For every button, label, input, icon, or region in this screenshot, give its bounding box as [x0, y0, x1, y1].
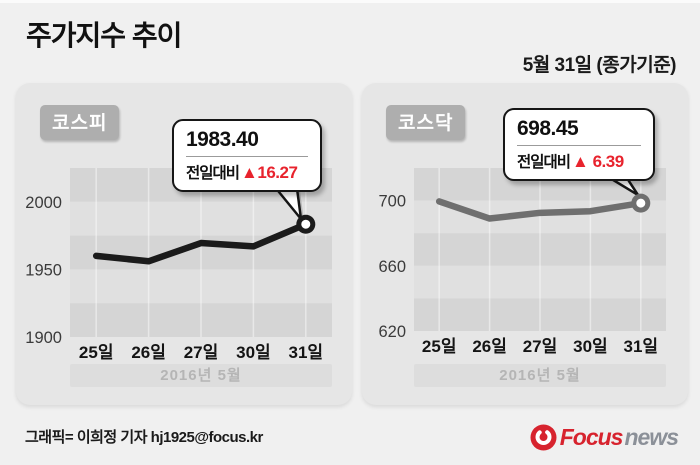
- kosdaq-panel: 700 660 620 25일 26일 27일 30일 31일 코스닥 698.45 전일대비…: [362, 83, 688, 405]
- kospi-panel: 2000 1950 1900 25일 26일 27일 30일 31일 코스피 1983.40 …: [16, 83, 352, 405]
- x-tick-label: 25일: [422, 337, 457, 356]
- x-tick-label: 26일: [472, 337, 507, 356]
- kospi-badge: 코스피: [40, 105, 120, 140]
- kospi-month-label: 2016년 5월: [70, 364, 332, 387]
- kospi-close-value: 1983.40: [186, 128, 259, 151]
- x-tick-label: 30일: [236, 343, 271, 362]
- grid-band: [70, 269, 332, 304]
- callout-divider: [186, 156, 308, 158]
- index-line: [92, 220, 310, 265]
- kosdaq-close-value: 698.45: [517, 117, 579, 140]
- kosdaq-callout: 698.45 전일대비 ▲ 6.39: [503, 108, 655, 182]
- x-tick-label: 31일: [624, 337, 659, 356]
- focus-news-logo: Focus news: [530, 423, 679, 451]
- change-prefix-label: 전일대비: [517, 154, 571, 172]
- x-tick-label: 27일: [184, 343, 219, 362]
- x-tick-label: 25일: [79, 343, 114, 362]
- kosdaq-chart-svg: 700 660 620 25일 26일 27일 30일 31일: [378, 167, 666, 356]
- y-tick-label: 1950: [25, 261, 62, 279]
- logo-suffix-text: news: [624, 423, 679, 450]
- kosdaq-change-value: ▲ 6.39: [572, 152, 624, 172]
- kospi-chart-svg: 2000 1950 1900 25일 26일 27일 30일 31일: [25, 168, 332, 362]
- credit-line: 그래픽= 이희정 기자 hj1925@focus.kr: [25, 429, 263, 446]
- logo-brand-text: Focus: [559, 423, 624, 450]
- y-tick-label: 700: [378, 193, 406, 211]
- page-title: 주가지수 추이: [26, 20, 182, 51]
- kospi-change-value: ▲16.27: [241, 163, 298, 183]
- kospi-callout: 1983.40 전일대비 ▲16.27: [172, 119, 322, 193]
- y-tick-label: 2000: [25, 194, 62, 212]
- y-tick-label: 1900: [25, 329, 62, 347]
- y-tick-label: 660: [378, 258, 406, 276]
- date-note: 5월 31일 (종가기준): [522, 55, 677, 76]
- index-line: [435, 198, 645, 222]
- grid-band: [70, 303, 332, 337]
- grid-band: [414, 233, 666, 266]
- callout-divider: [517, 145, 641, 147]
- change-prefix-label: 전일대비: [186, 165, 240, 183]
- focus-swirl-icon: [530, 424, 557, 450]
- x-tick-label: 30일: [573, 337, 608, 356]
- grid-band: [414, 298, 666, 331]
- x-tick-label: 31일: [289, 343, 324, 362]
- grid-band: [414, 265, 666, 299]
- x-tick-label: 26일: [131, 343, 166, 362]
- endpoint-marker-center: [301, 219, 311, 229]
- endpoint-marker-center: [636, 198, 646, 208]
- x-tick-label: 27일: [523, 337, 558, 356]
- y-tick-label: 620: [378, 323, 406, 341]
- kosdaq-month-label: 2016년 5월: [414, 364, 666, 387]
- kosdaq-badge: 코스닥: [386, 105, 466, 140]
- top-divider: [0, 0, 700, 3]
